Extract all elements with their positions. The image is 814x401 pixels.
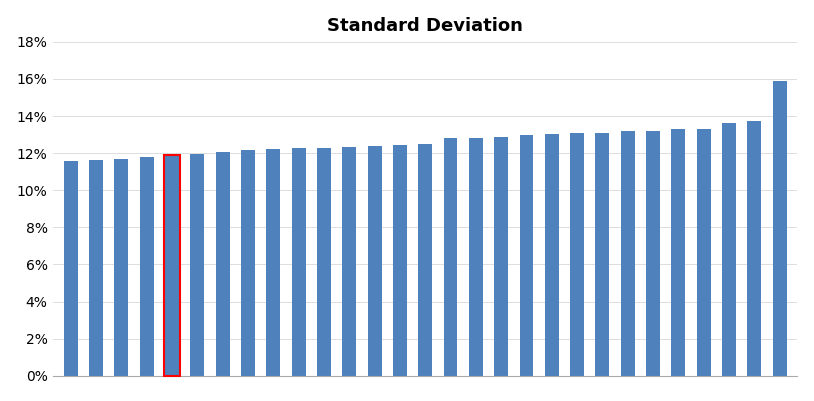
Bar	[570, 133, 584, 376]
Bar	[140, 157, 154, 376]
Bar	[317, 148, 331, 376]
Bar	[519, 135, 533, 376]
Bar	[772, 81, 786, 376]
Bar	[418, 144, 432, 376]
Bar	[165, 155, 179, 376]
Title: Standard Deviation: Standard Deviation	[327, 17, 523, 34]
Bar	[545, 134, 558, 376]
Bar	[266, 150, 280, 376]
Bar	[343, 147, 357, 376]
Bar	[646, 131, 660, 376]
Bar	[216, 152, 230, 376]
Bar	[90, 160, 103, 376]
Bar	[63, 160, 78, 376]
Bar	[444, 138, 457, 376]
Bar	[596, 133, 610, 376]
Bar	[747, 121, 761, 376]
Bar	[494, 137, 508, 376]
Bar	[469, 138, 483, 376]
Bar	[722, 124, 736, 376]
Bar	[672, 130, 685, 376]
Bar	[393, 145, 407, 376]
Bar	[190, 154, 204, 376]
Bar	[621, 131, 635, 376]
Bar	[115, 159, 129, 376]
Bar	[241, 150, 255, 376]
Bar	[291, 148, 305, 376]
Bar	[368, 146, 382, 376]
Bar	[164, 155, 180, 376]
Bar	[697, 129, 711, 376]
